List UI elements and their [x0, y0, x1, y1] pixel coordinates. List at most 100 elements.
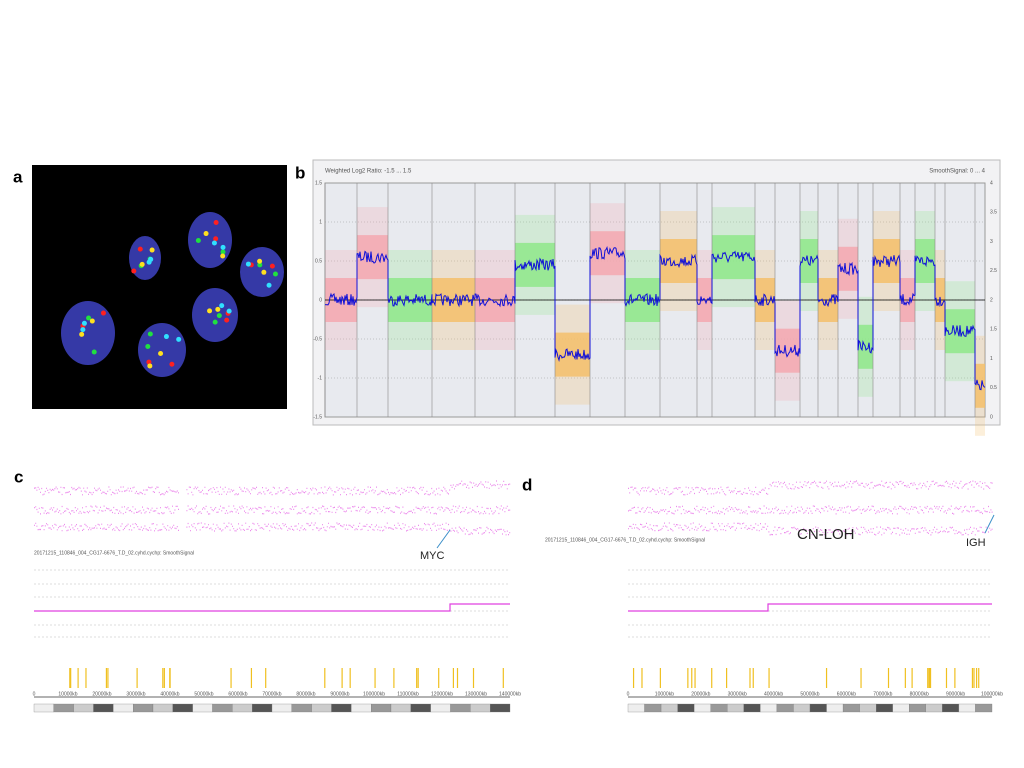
- ideogram-band: [93, 703, 114, 713]
- y-tick-label: -0.5: [313, 336, 322, 342]
- nucleus: [61, 301, 115, 365]
- x-tick-label: 90000kb: [946, 691, 965, 697]
- probe-signal: [219, 303, 225, 309]
- probe-signal: [269, 263, 275, 269]
- probe-cloud: [515, 242, 555, 287]
- ideogram-band: [975, 703, 993, 713]
- probe-cloud: [915, 211, 935, 311]
- y2-tick-label: 4: [990, 180, 993, 186]
- ideogram-band: [727, 703, 744, 713]
- y2-tick-label: 0: [990, 414, 993, 420]
- ideogram-band: [876, 703, 893, 713]
- probe-signal: [147, 363, 153, 369]
- ideogram-band: [113, 703, 134, 713]
- ideogram-band: [942, 703, 960, 713]
- x-tick-label: 140000kb: [499, 691, 521, 697]
- probe-signal: [146, 259, 152, 265]
- ideogram-band: [958, 703, 976, 713]
- y-tick-label: -1.5: [313, 414, 322, 420]
- probe-signal: [86, 315, 92, 321]
- arrow: [436, 529, 451, 549]
- y-tick-label: 1: [319, 219, 322, 225]
- panel-label: b: [295, 163, 305, 182]
- ideogram-band: [53, 703, 74, 713]
- y2-tick-label: 0.5: [990, 385, 997, 391]
- nucleus: [192, 288, 238, 342]
- probe-signal: [212, 319, 218, 325]
- allele-track: [628, 480, 993, 496]
- panel-label: c: [14, 467, 23, 486]
- ideogram-band: [390, 703, 411, 713]
- x-tick-label: 60000kb: [837, 691, 856, 697]
- probe-cloud: [590, 203, 625, 304]
- ideogram-band: [826, 703, 844, 713]
- panel-label: a: [13, 167, 23, 186]
- y2-tick-label: 2.5: [990, 268, 997, 274]
- x-tick-label: 20000kb: [92, 691, 111, 697]
- probe-signal: [131, 268, 137, 274]
- ideogram-band: [694, 703, 711, 713]
- chromosome-plot: 0 10000kb 20000kb 30000kb 40000kb 50000kb 6000…: [33, 480, 521, 713]
- ideogram-band: [776, 703, 794, 713]
- probe-cloud: [975, 363, 985, 408]
- probe-signal: [272, 271, 278, 277]
- probe-cloud: [800, 211, 818, 311]
- probe-signal: [146, 359, 152, 365]
- x-tick-label: 130000kb: [465, 691, 487, 697]
- x-tick-label: 0: [627, 691, 630, 697]
- ideogram-band: [331, 703, 352, 713]
- probe-signal: [137, 246, 143, 252]
- probe-signal: [163, 334, 169, 340]
- x-tick-label: 50000kb: [194, 691, 213, 697]
- ideogram-band: [677, 703, 695, 713]
- probe-cloud: [515, 214, 555, 315]
- x-tick-label: 90000kb: [330, 691, 349, 697]
- ideogram-band: [33, 703, 54, 713]
- annotation: CN-LOH: [797, 526, 855, 543]
- x-tick-label: 80000kb: [910, 691, 929, 697]
- probe-signal: [226, 308, 232, 314]
- ideogram-band: [172, 703, 193, 713]
- file-label: 20171215_110846_004_CG17-6676_T.D_02.cyh…: [34, 550, 194, 556]
- ideogram-band: [660, 703, 678, 713]
- ideogram-band: [470, 703, 491, 713]
- ideogram-band: [710, 703, 728, 713]
- ideogram-band: [351, 703, 372, 713]
- probe-signal: [169, 361, 175, 367]
- ideogram-band: [644, 703, 662, 713]
- x-tick-label: 80000kb: [296, 691, 315, 697]
- probe-cloud: [838, 246, 858, 291]
- probe-cloud: [590, 231, 625, 276]
- y-tick-label: 0: [319, 297, 322, 303]
- probe-signal: [145, 343, 151, 349]
- y2-tick-label: 3: [990, 239, 993, 245]
- y-tick-label: -1: [318, 375, 323, 381]
- allele-track: [34, 505, 511, 515]
- ideogram-band: [892, 703, 910, 713]
- y-tick-label: 1.5: [315, 180, 322, 186]
- x-tick-label: 50000kb: [800, 691, 819, 697]
- allele-track: [628, 505, 993, 515]
- probe-signal: [158, 351, 164, 357]
- y2-tick-label: 1.5: [990, 327, 997, 333]
- ideogram-band: [73, 703, 94, 713]
- probe-signal: [79, 331, 85, 337]
- panel-label: d: [522, 475, 532, 494]
- ideogram-band: [450, 703, 471, 713]
- x-tick-label: 110000kb: [397, 691, 419, 697]
- ideogram-band: [152, 703, 173, 713]
- copy-number-plot: 1.5 1 0.5 0 -0.5 -1 -1.5 4 3.5 3 2.5 2 1.5 1 0.5 0: [313, 180, 997, 436]
- x-tick-label: 70000kb: [262, 691, 281, 697]
- ideogram-band: [133, 703, 154, 713]
- ideogram-band: [842, 703, 860, 713]
- probe-signal: [215, 306, 221, 312]
- probe-signal: [89, 318, 95, 324]
- ideogram-band: [743, 703, 761, 713]
- smooth-signal: [628, 603, 992, 612]
- probe-signal: [80, 327, 86, 333]
- x-tick-label: 40000kb: [160, 691, 179, 697]
- x-tick-label: 60000kb: [228, 691, 247, 697]
- probe-signal: [220, 249, 226, 255]
- ideogram-band: [271, 703, 292, 713]
